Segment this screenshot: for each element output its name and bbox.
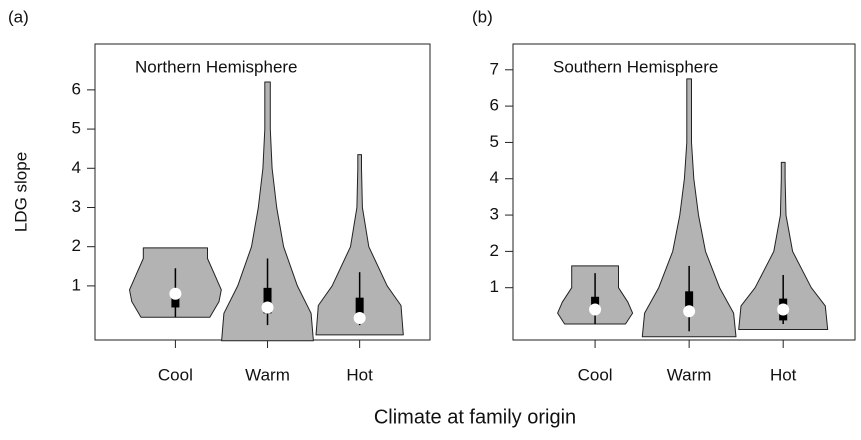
panel-label: (a) xyxy=(8,7,29,26)
median xyxy=(353,312,366,325)
y-tick-label: 4 xyxy=(490,168,499,187)
median xyxy=(589,303,602,316)
y-tick-label: 6 xyxy=(490,96,499,115)
x-tick-label: Hot xyxy=(770,365,797,384)
median xyxy=(777,303,790,316)
violin xyxy=(221,81,314,342)
panel-title: Southern Hemisphere xyxy=(553,57,718,76)
violin xyxy=(641,78,737,338)
y-tick-label: 6 xyxy=(72,79,81,98)
y-tick-label: 3 xyxy=(490,205,499,224)
y-tick-label: 1 xyxy=(72,275,81,294)
box xyxy=(355,297,364,322)
median xyxy=(261,301,274,314)
y-tick-label: 2 xyxy=(490,241,499,260)
x-tick-label: Hot xyxy=(346,365,373,384)
y-tick-label: 7 xyxy=(490,59,499,78)
y-tick-label: 2 xyxy=(72,236,81,255)
x-axis-label: Climate at family origin xyxy=(374,406,576,428)
y-tick-label: 5 xyxy=(490,132,499,151)
y-tick-label: 1 xyxy=(490,277,499,296)
box xyxy=(685,291,694,315)
x-tick-label: Cool xyxy=(578,365,613,384)
plot-frame xyxy=(512,43,856,341)
y-tick-label: 5 xyxy=(72,119,81,138)
panel-title: Northern Hemisphere xyxy=(135,57,298,76)
median xyxy=(169,287,182,300)
y-axis-label: LDG slope xyxy=(11,152,30,232)
violin xyxy=(738,161,829,330)
median xyxy=(683,305,696,318)
box xyxy=(263,287,272,314)
x-tick-label: Warm xyxy=(667,365,712,384)
panel-label: (b) xyxy=(472,7,493,26)
y-tick-label: 4 xyxy=(72,158,81,177)
violin xyxy=(315,154,404,336)
y-tick-label: 3 xyxy=(72,197,81,216)
x-tick-label: Cool xyxy=(158,365,193,384)
x-tick-label: Warm xyxy=(245,365,290,384)
